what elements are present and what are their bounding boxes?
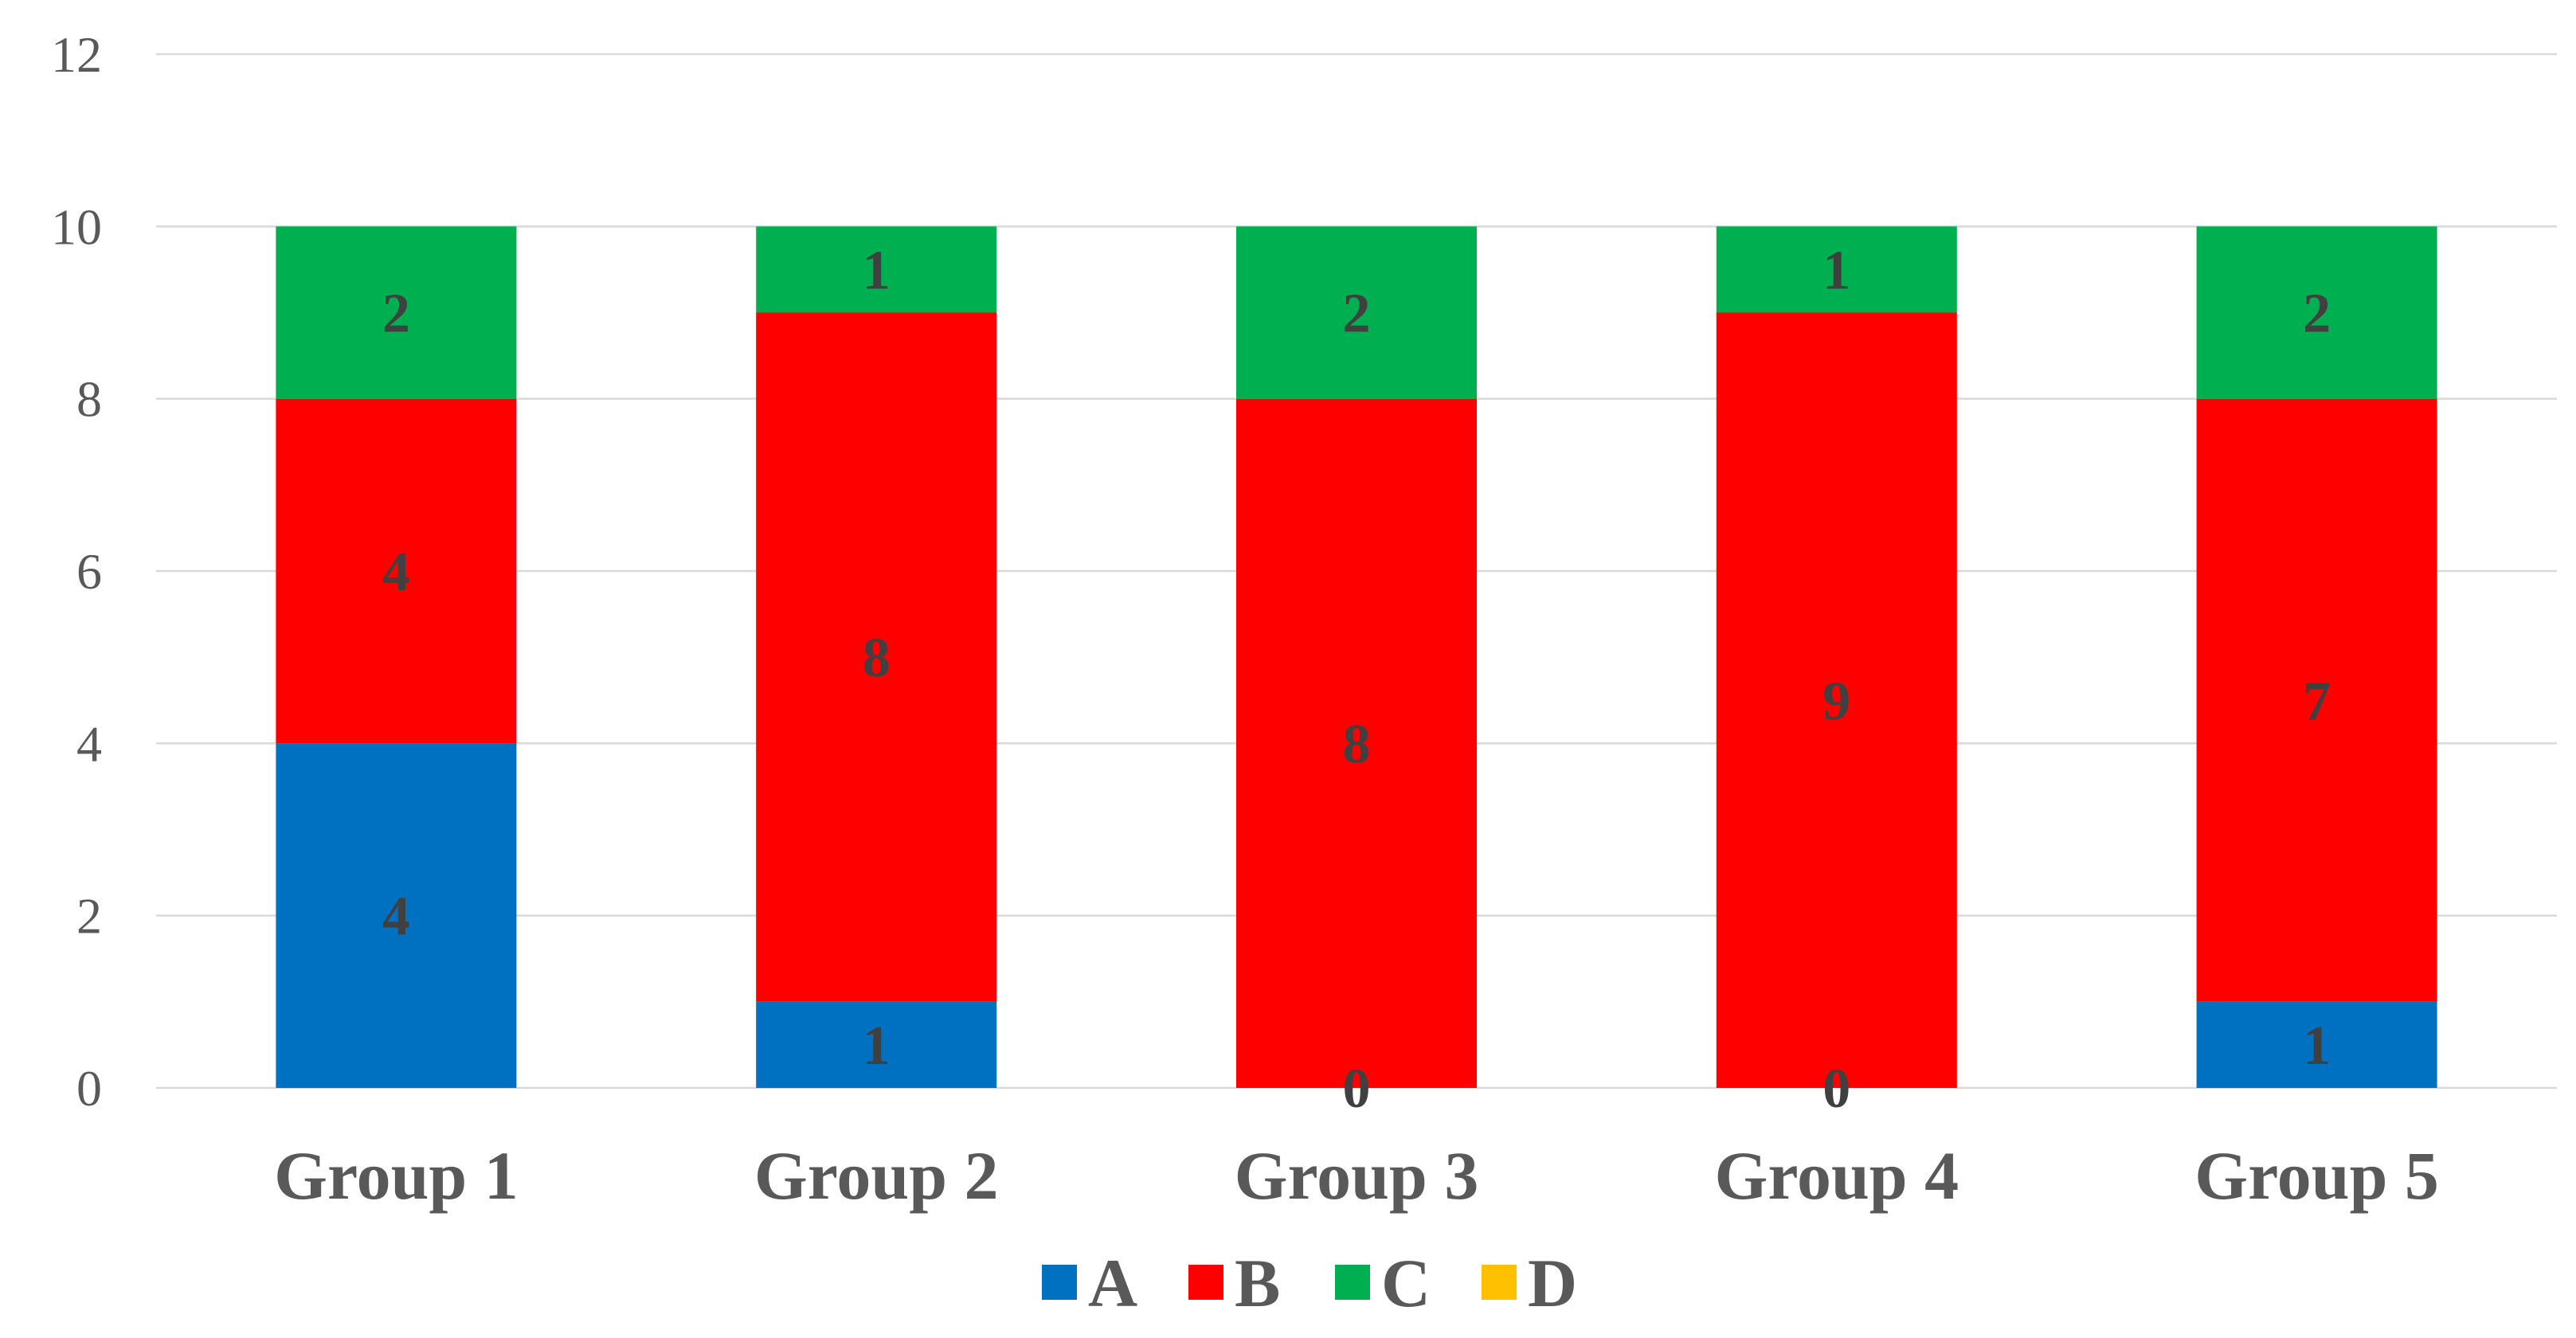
x-tick-label: Group 4 [1714, 1137, 1959, 1214]
legend: A B C D [1042, 1245, 1577, 1321]
data-label-A-3: 0 [1343, 1058, 1371, 1120]
y-tick-label: 8 [76, 371, 102, 428]
data-label-A-5: 1 [2303, 1015, 2331, 1077]
legend-label-C: C [1381, 1245, 1431, 1321]
bar-C-2 [756, 226, 997, 313]
legend-label-D: D [1528, 1245, 1577, 1321]
data-label-B-3: 8 [1343, 714, 1371, 775]
bar-C-3 [1236, 226, 1477, 399]
data-labels: 4 4 2 1 8 1 0 8 2 0 9 1 1 7 2 [382, 240, 2331, 1120]
y-tick-label: 12 [51, 26, 102, 83]
y-axis-ticks: 0 2 4 6 8 10 12 [51, 26, 102, 1117]
bar-A-5 [2196, 1001, 2437, 1088]
y-tick-label: 4 [76, 715, 102, 772]
legend-label-B: B [1235, 1245, 1280, 1321]
data-label-C-3: 2 [1343, 284, 1371, 345]
bar-C-1 [276, 226, 517, 399]
y-tick-label: 2 [76, 888, 102, 945]
bar-A-2 [756, 1001, 997, 1088]
x-tick-label: Group 3 [1235, 1137, 1479, 1214]
data-label-C-1: 2 [382, 284, 410, 345]
bar-C-4 [1716, 226, 1957, 313]
bar-B-5 [2196, 398, 2437, 1002]
bar-B-3 [1236, 398, 1477, 1089]
data-label-A-4: 0 [1822, 1058, 1850, 1120]
legend-swatch-D [1482, 1265, 1517, 1300]
bar-C-5 [2196, 226, 2437, 399]
legend-swatch-B [1188, 1265, 1223, 1300]
bar-B-2 [756, 312, 997, 1002]
data-label-A-2: 1 [863, 1015, 891, 1077]
y-tick-label: 6 [76, 543, 102, 600]
x-axis-ticks: Group 1 Group 2 Group 3 Group 4 Group 5 [274, 1137, 2439, 1214]
data-label-B-2: 8 [863, 628, 891, 689]
legend-swatch-C [1335, 1265, 1370, 1300]
data-label-A-1: 4 [382, 886, 410, 948]
data-label-C-2: 1 [863, 240, 891, 301]
x-tick-label: Group 5 [2194, 1137, 2439, 1214]
legend-swatch-A [1042, 1265, 1077, 1300]
data-label-C-5: 2 [2303, 284, 2331, 345]
bar-B-4 [1716, 312, 1957, 1088]
bar-A-1 [276, 743, 517, 1088]
data-label-B-1: 4 [382, 542, 410, 603]
x-tick-label: Group 1 [274, 1137, 519, 1214]
bar-B-1 [276, 398, 517, 744]
y-tick-label: 0 [76, 1060, 102, 1117]
x-tick-label: Group 2 [754, 1137, 999, 1214]
data-label-C-4: 1 [1822, 240, 1850, 301]
data-label-B-4: 9 [1822, 671, 1850, 732]
data-label-B-5: 7 [2303, 671, 2331, 732]
y-tick-label: 10 [51, 198, 102, 255]
bars [276, 226, 2437, 1089]
legend-label-A: A [1088, 1245, 1137, 1321]
